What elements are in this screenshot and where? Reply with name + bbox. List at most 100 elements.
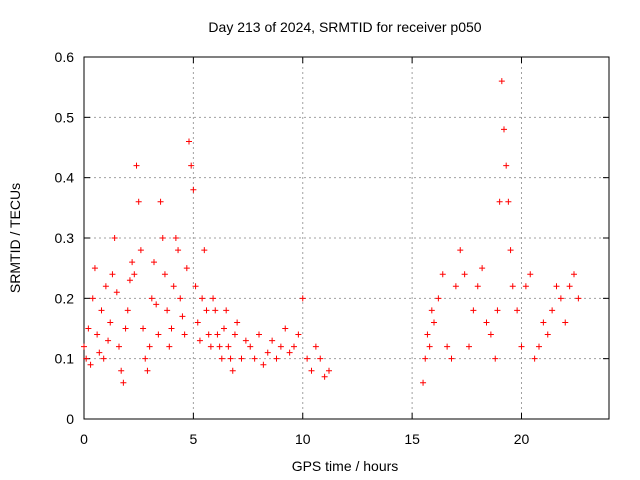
data-point — [448, 355, 455, 362]
data-point — [196, 337, 203, 344]
data-point — [457, 247, 464, 254]
x-tick-label: 15 — [404, 431, 420, 447]
data-point — [507, 247, 514, 254]
data-point — [96, 349, 103, 356]
data-point — [424, 331, 431, 338]
grid — [84, 57, 609, 419]
data-point — [326, 367, 332, 374]
data-point — [282, 325, 289, 332]
x-tick-label: 20 — [514, 431, 530, 447]
data-point — [122, 325, 129, 332]
data-point — [227, 355, 234, 362]
data-point — [100, 355, 107, 362]
data-point — [131, 271, 138, 278]
data-point — [536, 343, 542, 350]
data-point — [223, 307, 230, 314]
data-point — [87, 361, 94, 368]
data-point — [522, 283, 529, 290]
data-point — [129, 259, 136, 266]
data-point — [133, 162, 140, 169]
data-point — [420, 379, 427, 386]
data-point — [251, 355, 258, 362]
data-point — [544, 331, 551, 338]
data-point — [557, 295, 564, 302]
data-point — [308, 367, 315, 374]
chart-title: Day 213 of 2024, SRMTID for receiver p05… — [208, 19, 481, 35]
data-point — [148, 295, 155, 302]
data-point — [256, 331, 262, 338]
data-point — [562, 319, 569, 326]
data-point — [277, 343, 284, 350]
data-point — [503, 162, 510, 169]
data-point — [452, 283, 459, 290]
data-point — [269, 337, 276, 344]
data-point — [83, 355, 90, 362]
data-point — [229, 367, 236, 374]
data-point — [107, 319, 114, 326]
data-point — [98, 307, 105, 314]
data-point — [151, 259, 157, 266]
data-point — [461, 271, 468, 278]
data-point — [214, 331, 221, 338]
y-tick-label: 0.5 — [55, 109, 75, 125]
data-point — [146, 343, 153, 350]
data-point — [135, 198, 142, 205]
data-point — [247, 343, 254, 350]
y-tick-label: 0.4 — [55, 170, 75, 186]
data-point — [514, 307, 521, 314]
data-point — [203, 307, 210, 314]
data-point — [231, 331, 238, 338]
data-point — [498, 78, 505, 85]
data-point — [470, 307, 477, 314]
data-point — [205, 331, 212, 338]
data-point — [155, 331, 162, 338]
data-point — [435, 295, 442, 302]
data-point — [159, 235, 166, 241]
data-point — [81, 343, 87, 350]
data-point — [439, 271, 446, 278]
data-point — [91, 265, 98, 272]
data-point — [291, 343, 297, 350]
data-point — [118, 367, 125, 374]
data-point — [170, 283, 177, 290]
x-tick-label: 10 — [295, 431, 311, 447]
data-point — [312, 343, 319, 350]
data-point — [153, 301, 160, 308]
data-point — [496, 198, 503, 205]
data-point — [168, 325, 175, 332]
data-point — [218, 355, 225, 362]
data-point — [201, 247, 208, 254]
data-points — [81, 78, 582, 386]
data-point — [177, 295, 184, 302]
data-point — [179, 313, 186, 320]
data-point — [126, 277, 133, 284]
ticks: 0 0.1 0.2 0.3 0.4 0.5 0.6 0 5 10 15 20 — [55, 49, 609, 447]
x-axis-label: GPS time / hours — [292, 458, 399, 474]
data-point — [242, 337, 249, 344]
data-point — [212, 307, 219, 314]
data-point — [234, 319, 241, 326]
data-point — [426, 343, 433, 350]
data-point — [181, 331, 188, 338]
data-point — [166, 343, 173, 350]
data-point — [172, 235, 179, 241]
data-point — [142, 355, 149, 362]
data-point — [317, 355, 324, 362]
data-point — [183, 265, 190, 272]
data-point — [190, 186, 197, 193]
data-point — [175, 247, 182, 254]
y-tick-label: 0.6 — [55, 49, 75, 65]
data-point — [161, 271, 168, 278]
data-point — [527, 271, 534, 278]
data-point — [509, 283, 516, 290]
data-point — [487, 331, 494, 338]
data-point — [188, 162, 195, 169]
data-point — [466, 343, 472, 350]
data-point — [518, 343, 525, 350]
data-point — [207, 343, 214, 350]
x-tick-label: 0 — [80, 431, 88, 447]
data-point — [113, 289, 120, 296]
data-point — [479, 265, 486, 272]
data-point — [304, 355, 311, 362]
